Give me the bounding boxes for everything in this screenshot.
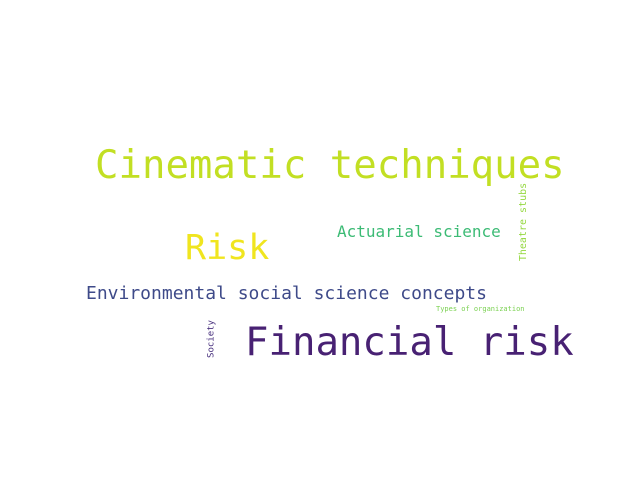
word-risk: Risk: [185, 228, 270, 268]
word-cinematic-techniques: Cinematic techniques: [95, 143, 565, 188]
word-theatre-stubs: Theatre stubs: [518, 182, 529, 262]
word-financial-risk: Financial risk: [245, 320, 574, 365]
word-types-of-organization: Types of organization: [436, 305, 525, 313]
word-environmental-social-science-concepts: Environmental social science concepts: [86, 283, 487, 304]
word-actuarial-science: Actuarial science: [337, 222, 501, 241]
word-society: Society: [206, 320, 217, 358]
